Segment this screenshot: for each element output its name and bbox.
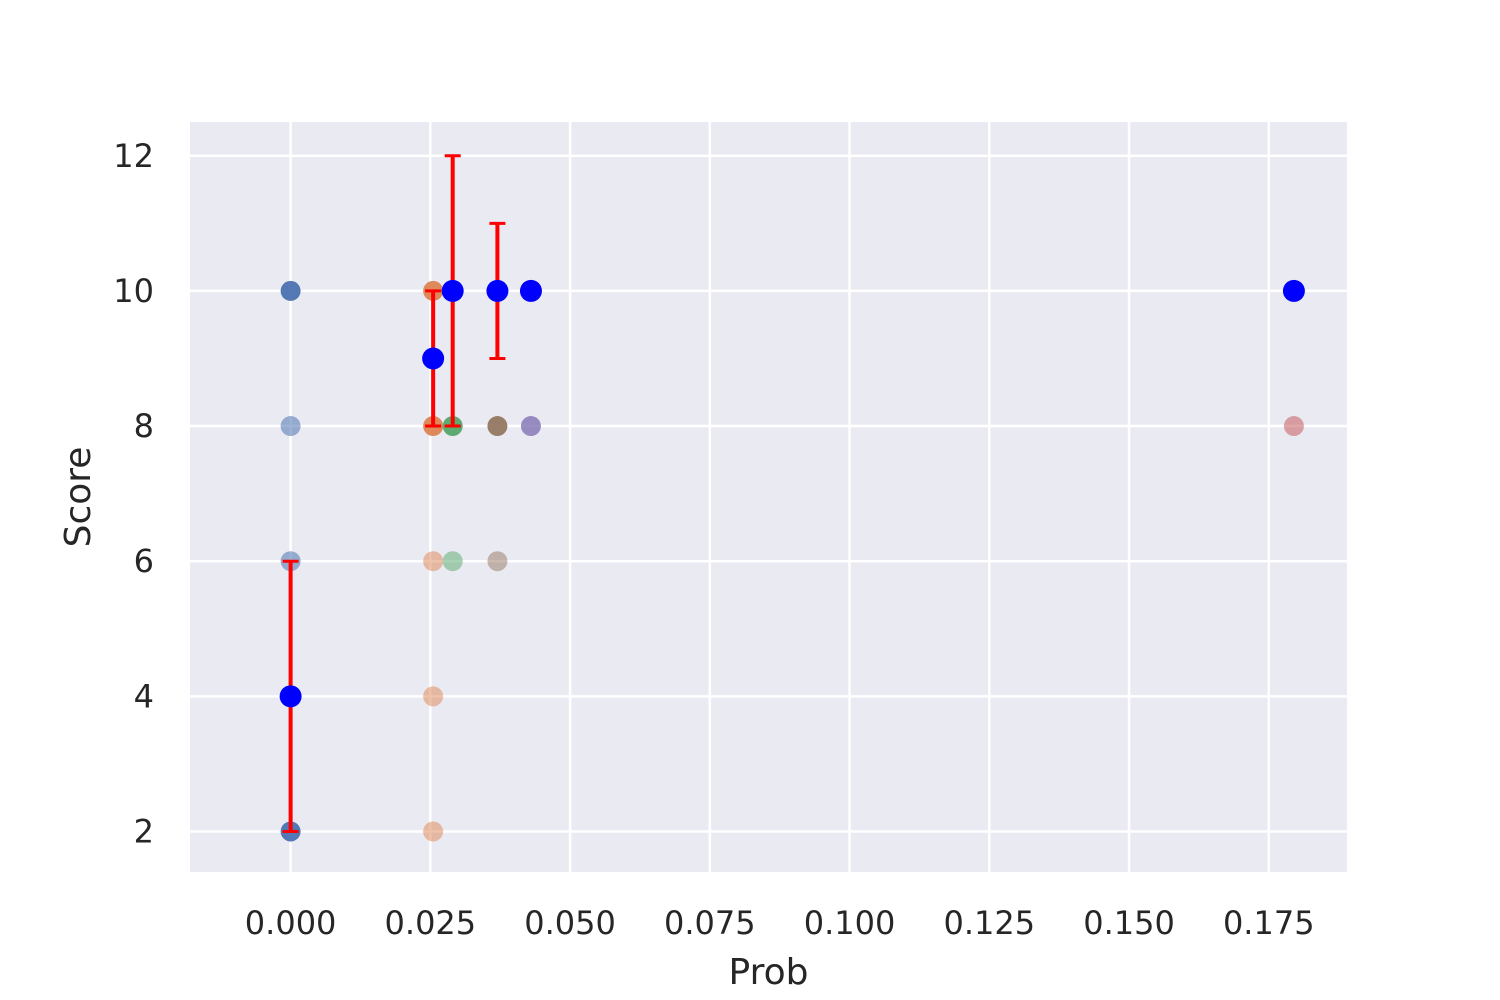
grid bbox=[190, 122, 1347, 872]
x-tick-label: 0.025 bbox=[385, 904, 477, 942]
plot-area bbox=[190, 122, 1347, 872]
data-point bbox=[442, 551, 463, 572]
mean-point bbox=[441, 279, 464, 302]
y-tick-label: 12 bbox=[113, 137, 154, 175]
x-axis-label: Prob bbox=[729, 952, 809, 993]
mean-point bbox=[486, 279, 509, 302]
data-point bbox=[1283, 416, 1304, 437]
y-tick-label: 4 bbox=[134, 677, 154, 715]
x-tick-label: 0.175 bbox=[1223, 904, 1315, 942]
mean-point bbox=[279, 685, 302, 708]
y-tick-label: 6 bbox=[134, 542, 154, 580]
data-point bbox=[520, 416, 541, 437]
y-tick-label: 8 bbox=[134, 407, 154, 445]
mean-point bbox=[519, 279, 542, 302]
data-point bbox=[423, 551, 444, 572]
x-tick-label: 0.000 bbox=[245, 904, 337, 942]
y-axis-ticks: 2 4 6 8 10 12 bbox=[113, 137, 154, 851]
mean-point bbox=[422, 347, 445, 370]
x-tick-label: 0.150 bbox=[1083, 904, 1175, 942]
data-point bbox=[423, 686, 444, 707]
x-tick-label: 0.100 bbox=[804, 904, 896, 942]
x-tick-label: 0.125 bbox=[943, 904, 1035, 942]
x-tick-label: 0.075 bbox=[664, 904, 756, 942]
data-point bbox=[423, 821, 444, 842]
mean-points bbox=[279, 279, 1305, 708]
data-point bbox=[280, 416, 301, 437]
data-point bbox=[280, 280, 301, 301]
mean-point bbox=[1282, 279, 1305, 302]
x-axis-ticks: 0.000 0.025 0.050 0.075 0.100 0.125 0.150 0.175 bbox=[245, 904, 1315, 942]
data-point bbox=[487, 551, 508, 572]
data-point bbox=[487, 416, 508, 437]
y-axis-label: Score bbox=[58, 447, 99, 548]
y-tick-label: 2 bbox=[134, 812, 154, 850]
y-tick-label: 10 bbox=[113, 272, 154, 310]
x-tick-label: 0.050 bbox=[524, 904, 616, 942]
